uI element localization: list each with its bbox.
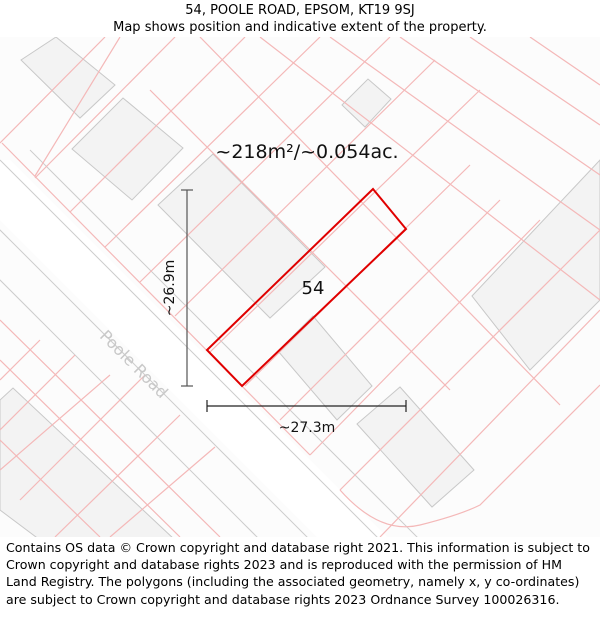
subject-property-outline[interactable]	[205, 187, 408, 388]
area-label: ~218m²/~0.054ac.	[215, 141, 398, 163]
map-subtitle: Map shows position and indicative extent…	[113, 20, 487, 35]
width-measure-label: ~27.3m	[279, 420, 336, 436]
property-address: 54, POOLE ROAD, EPSOM, KT19 9SJ	[185, 3, 415, 18]
plot-number-label: 54	[302, 278, 325, 299]
map-header: 54, POOLE ROAD, EPSOM, KT19 9SJ Map show…	[0, 0, 600, 37]
parcel-boundaries	[0, 37, 600, 537]
property-map[interactable]: ~218m²/~0.054ac. 54 ~26.9m ~27.3m Poole …	[0, 37, 600, 537]
width-measure-line	[206, 400, 407, 412]
height-measure-line	[181, 189, 193, 387]
copyright-notice: Contains OS data © Crown copyright and d…	[6, 540, 590, 607]
road	[0, 149, 418, 537]
height-measure-label: ~26.9m	[162, 260, 178, 317]
